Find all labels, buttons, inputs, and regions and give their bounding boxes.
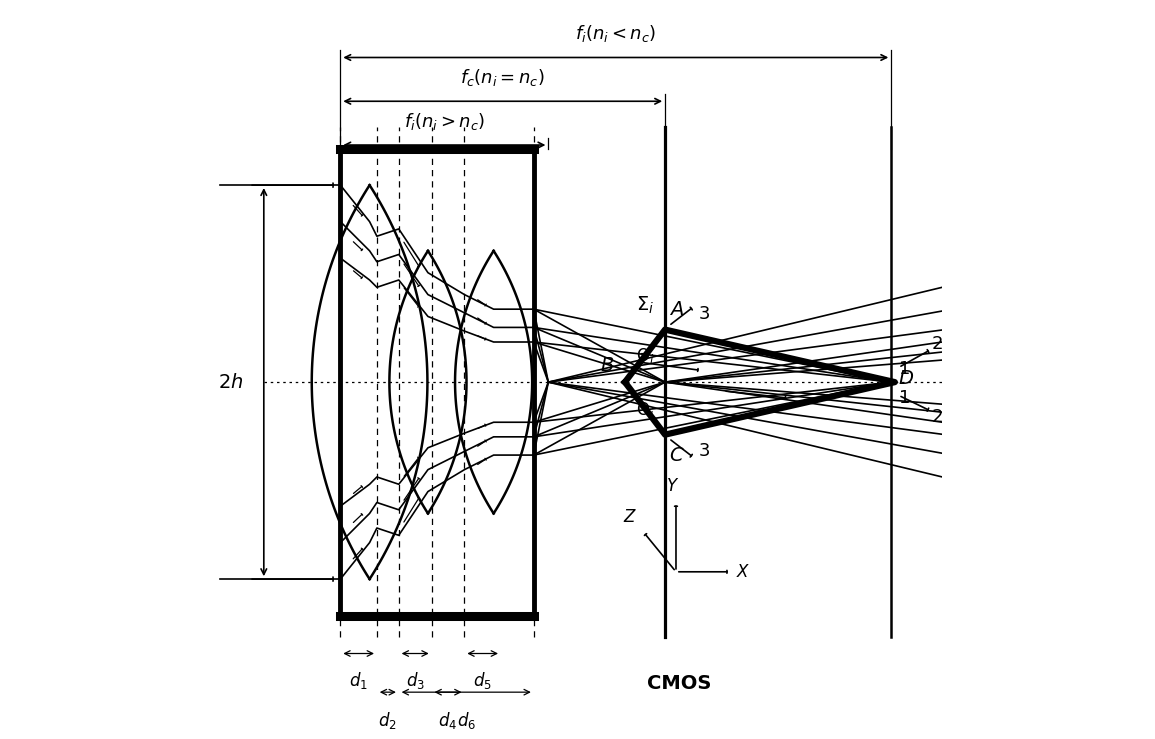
Text: $Y$: $Y$ (665, 477, 679, 495)
Text: $X$: $X$ (736, 563, 751, 581)
Text: $D$: $D$ (899, 369, 915, 388)
Text: $d_1$: $d_1$ (349, 670, 368, 690)
Text: $2$: $2$ (931, 408, 944, 426)
Text: $Z$: $Z$ (624, 508, 638, 526)
Text: $A$: $A$ (669, 299, 684, 319)
Text: $d_2$: $d_2$ (379, 710, 397, 732)
Text: $\Sigma_i$: $\Sigma_i$ (636, 295, 654, 316)
Text: $1$: $1$ (899, 360, 910, 378)
Text: $f_i(n_i<n_c)$: $f_i(n_i<n_c)$ (575, 24, 656, 44)
Text: $3$: $3$ (698, 442, 710, 460)
Text: $d_4$: $d_4$ (439, 710, 457, 732)
Text: $2h$: $2h$ (218, 372, 244, 392)
Text: $C$: $C$ (669, 446, 684, 465)
Text: $d_6$: $d_6$ (456, 710, 476, 732)
Text: $1$: $1$ (899, 389, 910, 407)
Text: $d_5$: $d_5$ (474, 670, 492, 690)
Text: $f_i(n_i>n_c)$: $f_i(n_i>n_c)$ (404, 111, 485, 132)
Text: $2$: $2$ (931, 336, 944, 353)
Text: $\Theta_i$: $\Theta_i$ (636, 401, 654, 420)
Text: $3$: $3$ (698, 304, 710, 322)
Text: $\Theta_i$: $\Theta_i$ (636, 346, 654, 366)
Text: CMOS: CMOS (648, 674, 711, 693)
Text: $f_c(n_i=n_c)$: $f_c(n_i=n_c)$ (461, 67, 545, 88)
Text: $B$: $B$ (599, 356, 614, 375)
Text: $d_3$: $d_3$ (405, 670, 425, 690)
